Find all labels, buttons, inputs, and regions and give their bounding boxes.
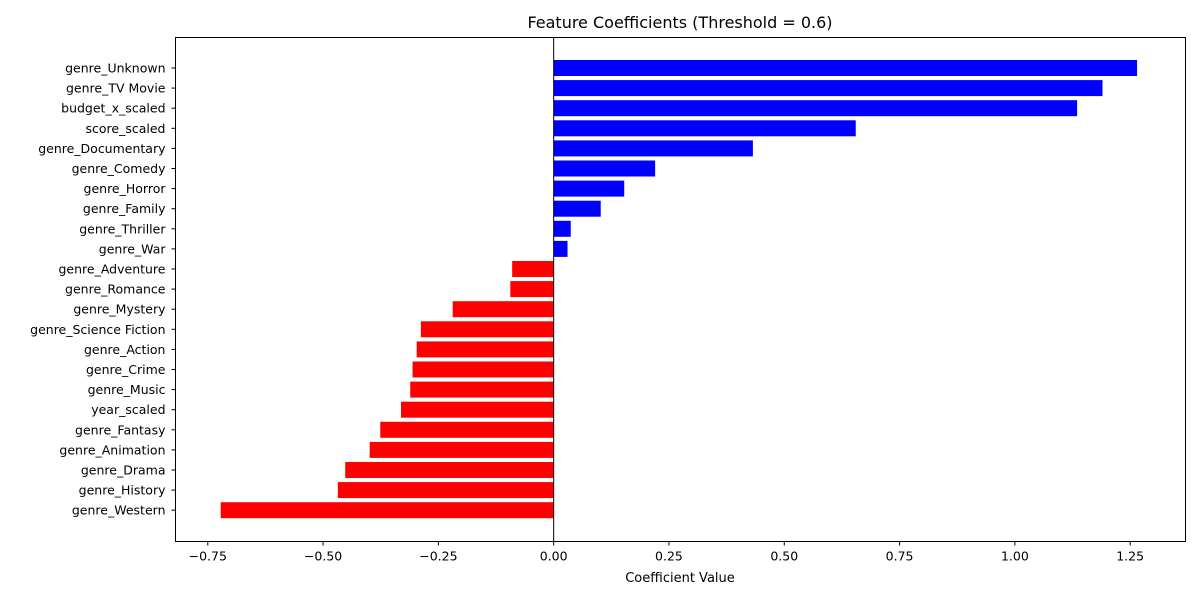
bar xyxy=(337,482,554,499)
bar xyxy=(401,401,554,418)
y-tick-label: genre_Music xyxy=(88,382,166,397)
y-tick-label: genre_Western xyxy=(72,503,166,518)
bar xyxy=(416,341,554,358)
y-tick-label: budget_x_scaled xyxy=(61,101,165,116)
bar xyxy=(420,321,554,338)
y-tick-label: genre_Science Fiction xyxy=(30,322,165,337)
bar xyxy=(553,200,601,217)
y-tick-label: genre_War xyxy=(99,241,167,256)
bar xyxy=(220,502,554,519)
x-tick-label: −0.75 xyxy=(189,549,227,564)
y-tick-label: genre_Animation xyxy=(59,442,165,457)
bar xyxy=(553,220,571,237)
plot-frame xyxy=(175,37,1186,542)
y-tick-label: genre_Documentary xyxy=(38,141,166,156)
bar xyxy=(345,462,554,478)
x-tick-label: 1.25 xyxy=(1116,549,1144,564)
bar xyxy=(452,301,554,318)
x-ticks-group: −0.75 −0.50 −0.25 0.00 0.25 0.50 0.75 1.00 1.25 xyxy=(189,541,1144,564)
y-tick-label: genre_Comedy xyxy=(72,161,167,176)
bars-group xyxy=(220,60,1138,519)
y-tick-label: score_scaled xyxy=(86,121,166,136)
bar xyxy=(553,60,1138,76)
x-tick-label: 0.50 xyxy=(770,549,798,564)
y-tick-labels: genre_Unknown genre_TV Movie budget_x_scal… xyxy=(30,61,176,518)
x-tick-label: −0.50 xyxy=(304,549,342,564)
x-axis-label: Coefficient Value xyxy=(625,571,735,586)
y-tick-label: genre_Family xyxy=(83,201,166,216)
bar xyxy=(553,140,753,157)
x-tick-label: 0.00 xyxy=(540,549,568,564)
bar xyxy=(412,361,554,378)
bar xyxy=(410,381,554,398)
y-tick-label: genre_Romance xyxy=(65,282,166,297)
bar xyxy=(512,261,554,277)
x-tick-label: 1.00 xyxy=(1001,549,1029,564)
y-tick-label: genre_Thriller xyxy=(79,221,166,236)
y-tick-label: genre_TV Movie xyxy=(66,81,166,96)
y-tick-label: genre_Adventure xyxy=(58,262,165,277)
bar xyxy=(553,180,625,197)
bar xyxy=(553,120,856,137)
y-tick-label: genre_Mystery xyxy=(73,302,166,317)
bar xyxy=(510,281,554,298)
y-tick-label: genre_Fantasy xyxy=(75,422,166,437)
y-tick-label: genre_Unknown xyxy=(65,61,165,76)
chart-title: Feature Coefficients (Threshold = 0.6) xyxy=(527,13,832,32)
bar xyxy=(380,421,554,438)
y-tick-label: genre_Crime xyxy=(86,362,166,377)
x-tick-label: 0.75 xyxy=(886,549,914,564)
y-tick-label: genre_Horror xyxy=(84,181,167,196)
bar xyxy=(553,80,1103,97)
bar xyxy=(553,100,1078,117)
bar xyxy=(553,240,568,257)
y-tick-label: genre_Action xyxy=(84,342,166,357)
x-tick-label: −0.25 xyxy=(419,549,457,564)
y-tick-label: genre_History xyxy=(79,483,166,498)
y-tick-label: genre_Drama xyxy=(81,463,166,478)
x-tick-label: 0.25 xyxy=(655,549,683,564)
bar xyxy=(369,441,554,458)
y-tick-label: year_scaled xyxy=(91,402,165,417)
bar xyxy=(553,160,656,177)
